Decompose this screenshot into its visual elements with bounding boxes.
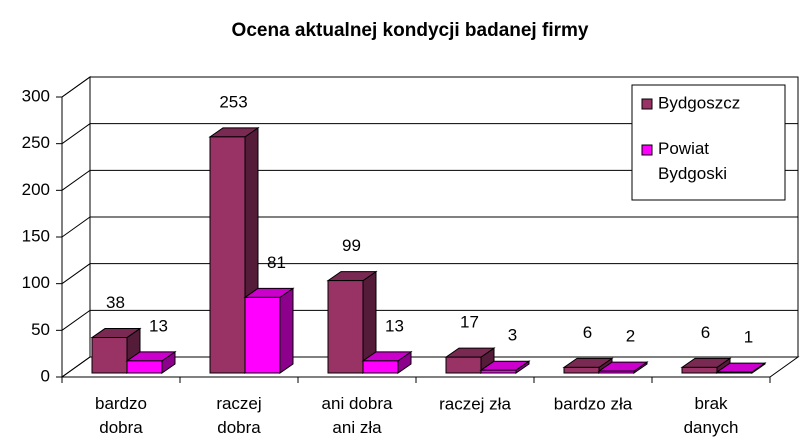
bar-front <box>244 296 281 374</box>
bar <box>715 362 767 374</box>
data-label: 99 <box>342 236 361 255</box>
grid-line <box>61 263 798 285</box>
bar <box>208 126 260 374</box>
grid-line <box>61 169 798 191</box>
data-label: 13 <box>149 316 168 335</box>
grid-line <box>61 123 798 145</box>
bar-front <box>362 360 399 374</box>
x-tick-label: raczej dobra <box>216 394 261 437</box>
y-tick-label: 100 <box>22 273 50 292</box>
legend-box <box>631 84 786 201</box>
legend-swatch <box>641 98 653 110</box>
bar-front <box>681 366 718 374</box>
x-tick-label: bardzo zła <box>554 394 633 413</box>
data-label: 38 <box>106 293 125 312</box>
bar-front <box>445 356 482 374</box>
y-tick-label: 300 <box>22 86 50 105</box>
data-label: 6 <box>583 323 592 342</box>
bar <box>479 360 531 374</box>
grid-line <box>61 76 798 98</box>
bar-front <box>716 371 753 374</box>
data-label: 13 <box>385 316 404 335</box>
data-label: 1 <box>744 328 753 347</box>
bar <box>326 270 378 374</box>
bar <box>90 327 142 374</box>
legend-label: Bydgoszcz <box>658 93 740 112</box>
grid-line <box>61 309 798 331</box>
x-tick-label: brak danych <box>684 394 739 437</box>
x-tick-label: raczej zła <box>439 394 511 413</box>
bar-front <box>480 369 517 374</box>
bar <box>361 350 413 374</box>
y-tick-label: 250 <box>22 133 50 152</box>
legend-label: Powiat Bydgoski <box>658 139 727 183</box>
bar <box>243 287 295 374</box>
data-label: 17 <box>460 313 479 332</box>
y-tick-label: 150 <box>22 226 50 245</box>
grid-line <box>61 216 798 238</box>
y-tick-label: 200 <box>22 180 50 199</box>
y-tick-label: 50 <box>31 320 50 339</box>
bar <box>125 350 177 374</box>
bar-side <box>279 287 294 374</box>
x-tick-label: bardzo dobra <box>95 394 147 437</box>
chart-title: Ocena aktualnej kondycji badanej firmy <box>232 20 589 41</box>
bar <box>444 347 496 374</box>
data-label: 3 <box>508 326 517 345</box>
x-tick-label: ani dobra ani zła <box>322 394 393 437</box>
grid-line <box>61 356 798 378</box>
bar <box>597 361 649 374</box>
data-label: 6 <box>701 323 710 342</box>
data-label: 81 <box>267 253 286 272</box>
bar-front <box>209 136 246 374</box>
data-label: 2 <box>626 327 635 346</box>
legend-swatch <box>641 144 653 156</box>
bar-front <box>91 337 128 374</box>
y-tick-label: 0 <box>41 366 50 385</box>
bar-front <box>126 360 163 374</box>
data-label: 253 <box>219 92 247 111</box>
bar-front <box>563 366 600 374</box>
bar-front <box>327 280 364 374</box>
bar-front <box>598 370 635 374</box>
